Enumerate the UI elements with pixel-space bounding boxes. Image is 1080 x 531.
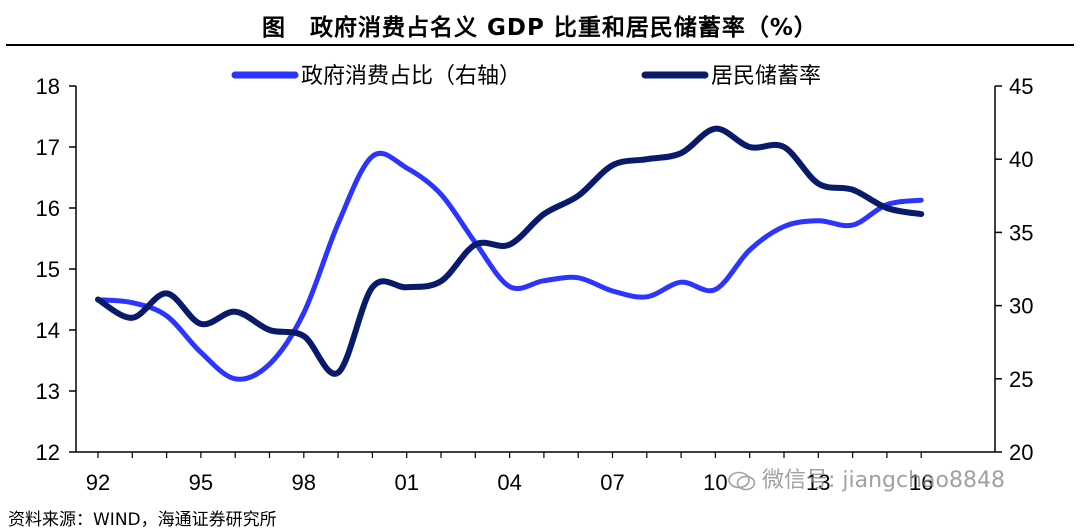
right-axis-tick-label: 25 <box>1009 367 1033 392</box>
x-axis-tick-label: 01 <box>394 470 418 495</box>
left-axis-tick-label: 15 <box>36 257 60 282</box>
watermark-text: 微信号: jiangchao8848 <box>762 468 1005 493</box>
left-axis-tick-label: 16 <box>36 196 60 221</box>
series-line-household-saving <box>95 125 925 377</box>
legend-label-household-saving: 居民储蓄率 <box>711 64 821 89</box>
x-axis-tick-label: 16 <box>909 470 933 495</box>
right-axis-tick-label: 45 <box>1009 74 1033 99</box>
right-axis-tick-label: 40 <box>1009 147 1033 172</box>
x-axis-tick-label: 07 <box>600 470 624 495</box>
left-axis-tick-label: 14 <box>36 318 60 343</box>
x-axis-tick-label: 04 <box>497 470 521 495</box>
figure-header: 图 政府消费占名义 GDP 比重和居民储蓄率（%） <box>0 0 1080 46</box>
x-axis-tick-label: 13 <box>806 470 830 495</box>
right-axis-tick-label: 20 <box>1009 440 1033 465</box>
x-axis-tick-label: 98 <box>292 470 316 495</box>
wechat-icon <box>728 471 756 491</box>
title-divider <box>6 44 1074 46</box>
left-axis-tick-label: 17 <box>36 135 60 160</box>
right-axis-tick-label: 30 <box>1009 294 1033 319</box>
x-axis-tick-label: 10 <box>703 470 727 495</box>
source-note: 资料来源：WIND，海通证券研究所 <box>8 510 277 530</box>
left-axis-tick-label: 12 <box>36 440 60 465</box>
left-axis-tick-label: 18 <box>36 74 60 99</box>
legend-label-gov-consumption: 政府消费占比（右轴） <box>301 64 521 89</box>
watermark: 微信号: jiangchao8848 <box>728 462 1005 494</box>
figure-title: 图 政府消费占名义 GDP 比重和居民储蓄率（%） <box>262 15 818 41</box>
right-axis-tick-label: 35 <box>1009 220 1033 245</box>
x-axis-tick-label: 95 <box>189 470 213 495</box>
x-axis-tick-label: 92 <box>86 470 110 495</box>
series-line-gov-consumption <box>95 150 924 382</box>
left-axis-tick-label: 13 <box>36 379 60 404</box>
